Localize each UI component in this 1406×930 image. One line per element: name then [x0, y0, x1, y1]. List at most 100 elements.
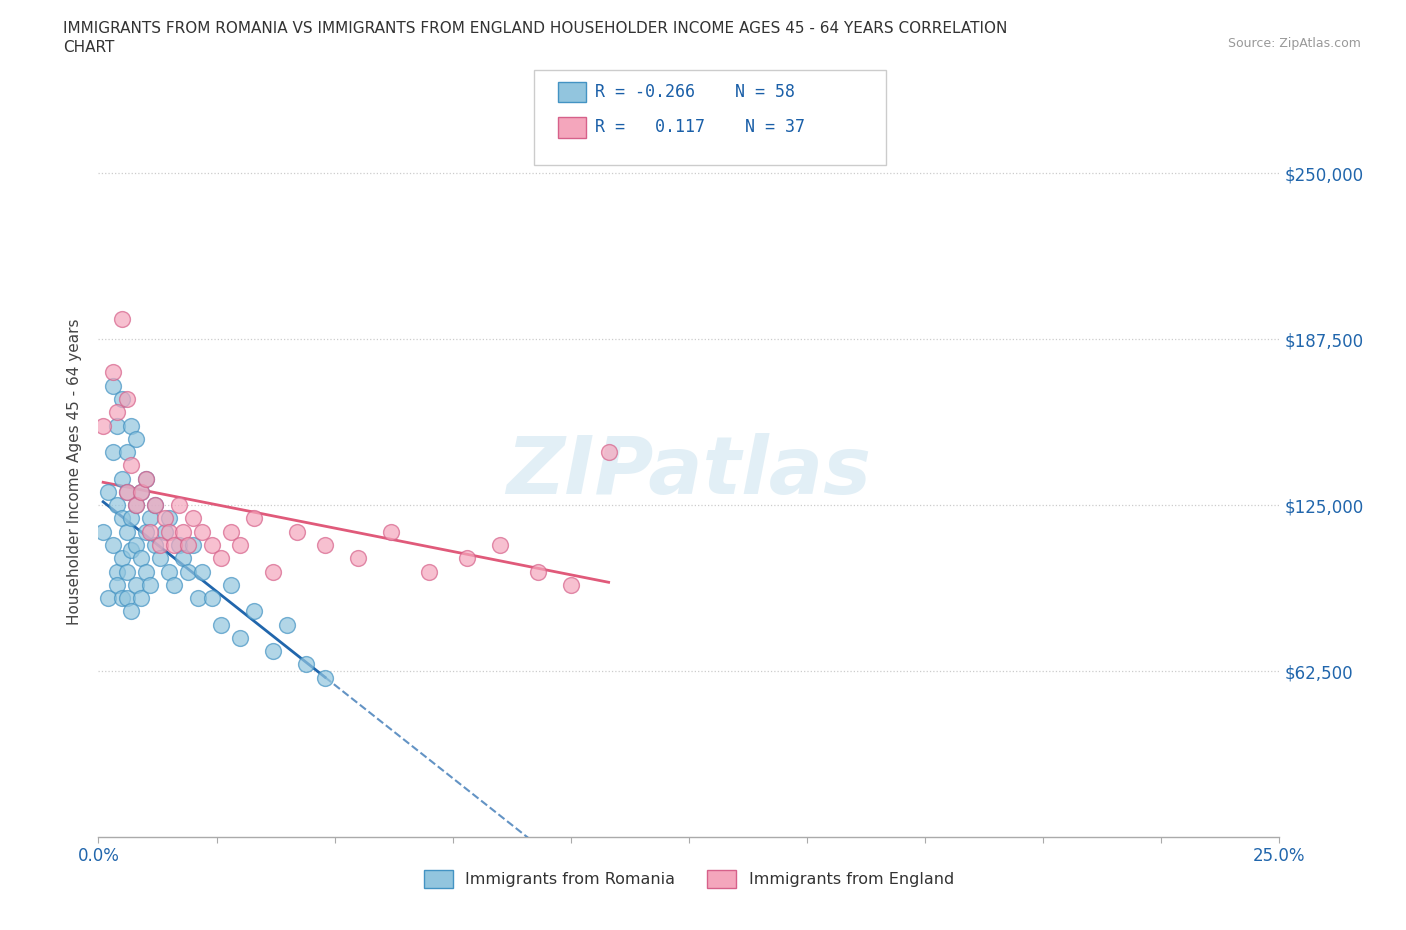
Point: [115, 591, 138, 605]
Point: [121, 418, 143, 433]
Point: [143, 498, 166, 512]
Point: [97, 591, 120, 605]
Point: [157, 525, 180, 539]
Point: [105, 565, 128, 579]
Point: [229, 538, 252, 552]
Point: [135, 565, 157, 579]
Point: [115, 525, 138, 539]
Point: [526, 565, 548, 579]
Point: [157, 511, 180, 525]
Point: [276, 618, 298, 632]
Point: [153, 511, 176, 525]
Point: [177, 565, 200, 579]
Point: [101, 445, 124, 459]
Point: [125, 498, 148, 512]
Point: [129, 485, 152, 499]
Point: [111, 392, 134, 406]
Point: [191, 525, 214, 539]
Point: [172, 551, 194, 565]
Point: [115, 485, 138, 499]
Point: [314, 538, 336, 552]
Y-axis label: Householder Income Ages 45 - 64 years: Householder Income Ages 45 - 64 years: [67, 319, 83, 625]
Text: CHART: CHART: [63, 40, 115, 55]
Point: [163, 578, 186, 592]
Point: [115, 485, 138, 499]
Point: [347, 551, 370, 565]
Point: [143, 498, 166, 512]
Point: [201, 538, 224, 552]
Point: [418, 565, 440, 579]
Point: [598, 445, 620, 459]
Point: [219, 578, 242, 592]
Point: [177, 538, 200, 552]
Point: [105, 498, 128, 512]
Point: [167, 538, 190, 552]
Point: [115, 392, 138, 406]
Point: [209, 551, 232, 565]
Point: [105, 578, 128, 592]
Text: ZIPatlas: ZIPatlas: [506, 433, 872, 511]
Legend: Immigrants from Romania, Immigrants from England: Immigrants from Romania, Immigrants from…: [418, 863, 960, 895]
Point: [149, 538, 172, 552]
Point: [129, 551, 152, 565]
Point: [560, 578, 582, 592]
Point: [135, 525, 157, 539]
Point: [181, 538, 204, 552]
Point: [125, 432, 148, 446]
Point: [115, 445, 138, 459]
Text: Source: ZipAtlas.com: Source: ZipAtlas.com: [1227, 37, 1361, 50]
Point: [97, 485, 120, 499]
Point: [243, 604, 266, 618]
Point: [201, 591, 224, 605]
Point: [314, 671, 336, 685]
Point: [91, 525, 114, 539]
Point: [121, 458, 143, 472]
Point: [167, 498, 190, 512]
Point: [456, 551, 478, 565]
Point: [181, 511, 204, 525]
Point: [125, 498, 148, 512]
Point: [101, 538, 124, 552]
Point: [115, 565, 138, 579]
Text: IMMIGRANTS FROM ROMANIA VS IMMIGRANTS FROM ENGLAND HOUSEHOLDER INCOME AGES 45 - : IMMIGRANTS FROM ROMANIA VS IMMIGRANTS FR…: [63, 21, 1008, 36]
Point: [163, 538, 186, 552]
Point: [105, 418, 128, 433]
Point: [101, 365, 124, 379]
Point: [295, 657, 318, 671]
Point: [105, 405, 128, 419]
Point: [101, 379, 124, 393]
Point: [111, 511, 134, 525]
Point: [139, 511, 162, 525]
Point: [262, 644, 284, 658]
Point: [172, 525, 194, 539]
Point: [111, 591, 134, 605]
Point: [111, 312, 134, 326]
Point: [121, 543, 143, 558]
Text: R = -0.266    N = 58: R = -0.266 N = 58: [595, 83, 794, 101]
Point: [129, 591, 152, 605]
Point: [139, 578, 162, 592]
Point: [111, 551, 134, 565]
Point: [157, 565, 180, 579]
Point: [262, 565, 284, 579]
Point: [243, 511, 266, 525]
Point: [91, 418, 114, 433]
Point: [143, 538, 166, 552]
Point: [380, 525, 402, 539]
Point: [149, 551, 172, 565]
Point: [209, 618, 232, 632]
Point: [135, 472, 157, 486]
Text: R =   0.117    N = 37: R = 0.117 N = 37: [595, 118, 804, 137]
Point: [111, 472, 134, 486]
Point: [125, 578, 148, 592]
Point: [229, 631, 252, 645]
Point: [139, 525, 162, 539]
Point: [489, 538, 512, 552]
Point: [125, 538, 148, 552]
Point: [121, 511, 143, 525]
Point: [285, 525, 308, 539]
Point: [121, 604, 143, 618]
Point: [135, 472, 157, 486]
Point: [187, 591, 209, 605]
Point: [191, 565, 214, 579]
